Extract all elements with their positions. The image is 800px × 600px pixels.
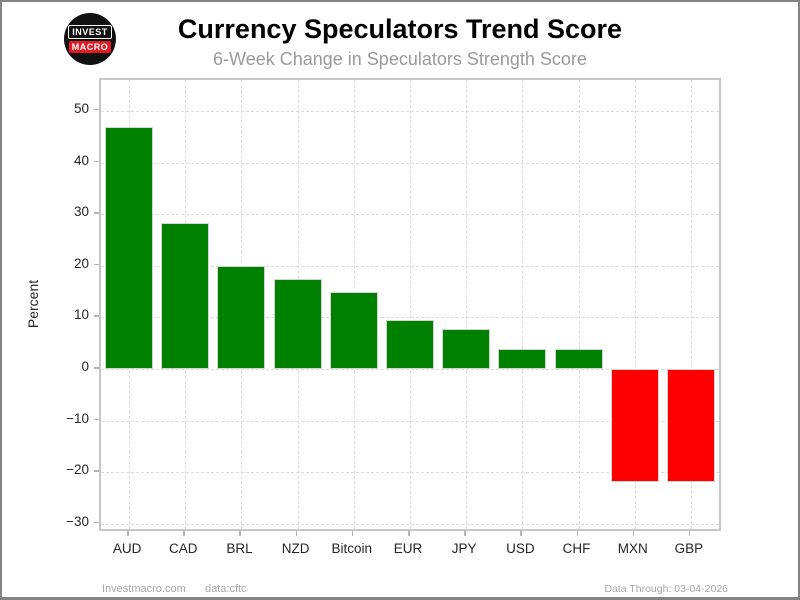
footer-data-source: data:cftc bbox=[205, 583, 247, 595]
x-tick-label-BRL: BRL bbox=[226, 541, 253, 556]
x-tick-mark bbox=[688, 531, 691, 536]
x-tick-mark bbox=[351, 531, 354, 536]
x-tick-mark bbox=[408, 531, 410, 536]
y-tick-mark bbox=[94, 108, 99, 111]
bar-Bitcoin bbox=[329, 292, 378, 369]
footer-site-link: Investmacro.com bbox=[102, 583, 186, 595]
x-tick-mark bbox=[576, 531, 579, 536]
bar-CAD bbox=[161, 223, 210, 369]
plot-area bbox=[99, 78, 721, 531]
y-tick-label-0: 0 bbox=[81, 359, 89, 374]
bar-CHF bbox=[554, 348, 603, 369]
y-tick-label-40: 40 bbox=[73, 152, 89, 168]
x-tick-mark bbox=[183, 531, 185, 536]
bar-AUD bbox=[105, 127, 154, 369]
y-tick-mark bbox=[94, 160, 99, 163]
y-tick-mark bbox=[94, 263, 99, 266]
y-tick-label-30: 30 bbox=[73, 204, 89, 220]
gridline-x-USD bbox=[522, 80, 524, 529]
x-tick-label-CHF: CHF bbox=[562, 541, 591, 556]
gridline-x-EUR bbox=[410, 80, 411, 529]
x-tick-label-MXN: MXN bbox=[617, 541, 648, 556]
x-tick-mark bbox=[295, 531, 298, 536]
y-tick-label--10: −10 bbox=[66, 410, 89, 426]
bar-GBP bbox=[666, 369, 715, 483]
y-tick-mark bbox=[94, 418, 99, 421]
y-tick-mark bbox=[94, 521, 99, 524]
logo-macro-text: MACRO bbox=[68, 41, 112, 53]
x-tick-label-GBP: GBP bbox=[674, 541, 704, 556]
x-tick-mark bbox=[632, 531, 635, 536]
x-tick-label-CAD: CAD bbox=[169, 541, 198, 556]
bar-NZD bbox=[273, 278, 322, 369]
y-tick-label-50: 50 bbox=[73, 100, 89, 116]
page-title: Currency Speculators Trend Score bbox=[177, 14, 623, 44]
gridline-x-JPY bbox=[466, 80, 468, 529]
y-tick-label-20: 20 bbox=[73, 255, 89, 271]
gridline-x-MXN bbox=[634, 80, 636, 529]
x-tick-mark bbox=[239, 531, 241, 536]
logo-invest-text: INVEST bbox=[68, 25, 112, 39]
bar-USD bbox=[498, 348, 547, 369]
page-subtitle: 6-Week Change in Speculators Strength Sc… bbox=[213, 49, 587, 69]
y-tick-mark bbox=[94, 367, 99, 369]
x-tick-label-NZD: NZD bbox=[281, 541, 310, 556]
x-tick-mark bbox=[520, 531, 522, 536]
gridline-x-GBP bbox=[690, 80, 692, 529]
bar-EUR bbox=[386, 320, 434, 369]
bar-MXN bbox=[610, 369, 659, 483]
x-tick-mark bbox=[464, 531, 466, 536]
x-tick-label-AUD: AUD bbox=[112, 541, 142, 556]
x-tick-label-Bitcoin: Bitcoin bbox=[331, 541, 373, 556]
y-tick-mark bbox=[94, 212, 99, 214]
x-tick-label-EUR: EUR bbox=[393, 541, 423, 556]
y-tick-label--20: −20 bbox=[66, 462, 89, 478]
gridline-x-CHF bbox=[578, 80, 580, 529]
footer-data-through: Data Through: 03-04-2026 bbox=[604, 583, 728, 595]
x-tick-label-USD: USD bbox=[506, 541, 535, 556]
investmacro-logo-icon: INVEST MACRO bbox=[64, 13, 116, 65]
bar-JPY bbox=[442, 328, 491, 369]
x-tick-mark bbox=[127, 531, 129, 536]
y-tick-mark bbox=[94, 470, 99, 472]
plot-canvas bbox=[101, 80, 719, 529]
x-tick-label-JPY: JPY bbox=[451, 541, 477, 556]
y-tick-label-10: 10 bbox=[73, 307, 89, 323]
y-tick-mark bbox=[94, 315, 99, 317]
y-tick-label--30: −30 bbox=[66, 513, 89, 529]
bar-BRL bbox=[217, 265, 266, 369]
